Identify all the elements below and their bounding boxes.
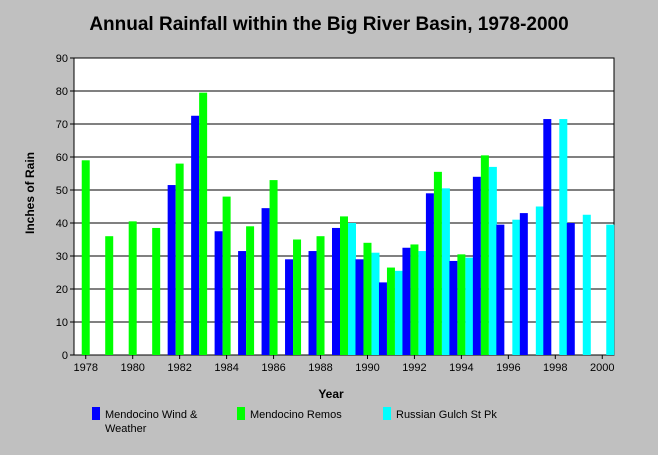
bar	[402, 247, 411, 355]
x-tick-label: 1982	[167, 362, 191, 374]
bar	[105, 236, 114, 355]
bar	[191, 115, 200, 355]
y-axis-title: Inches of Rain	[23, 152, 37, 234]
chart-title: Annual Rainfall within the Big River Bas…	[89, 14, 568, 35]
y-tick-label: 20	[56, 284, 68, 296]
bar	[410, 244, 419, 355]
bar	[559, 119, 568, 355]
bar	[457, 254, 466, 355]
bar	[488, 166, 497, 355]
x-tick-label: 1988	[308, 362, 332, 374]
bar	[519, 213, 528, 355]
y-tick-label: 10	[56, 317, 68, 329]
x-tick-label: 1980	[120, 362, 144, 374]
bar	[512, 219, 521, 355]
legend-label: Russian Gulch St Pk	[396, 409, 497, 421]
legend-swatch	[92, 407, 100, 420]
bar	[433, 171, 442, 355]
bar	[480, 155, 489, 355]
bar	[285, 259, 294, 355]
y-axis-ticks: 0 10 20 30 40 50 60 70 80 90	[56, 53, 74, 362]
bar	[214, 231, 223, 355]
bar	[222, 196, 231, 355]
bar	[582, 214, 591, 355]
y-tick-label: 50	[56, 185, 68, 197]
bar	[371, 252, 380, 355]
y-tick-label: 90	[56, 53, 68, 65]
bar	[378, 282, 387, 355]
bar	[441, 188, 450, 355]
bar	[363, 242, 372, 355]
bar	[543, 119, 552, 355]
bar	[246, 226, 255, 355]
bar	[496, 224, 505, 355]
legend-swatch	[383, 407, 391, 420]
x-tick-label: 1992	[402, 362, 426, 374]
legend-label: Mendocino Remos	[250, 409, 342, 421]
bar	[152, 227, 161, 355]
x-tick-label: 1990	[355, 362, 379, 374]
y-tick-label: 30	[56, 251, 68, 263]
x-tick-label: 1996	[496, 362, 520, 374]
x-tick-label: 1994	[449, 362, 473, 374]
bar	[348, 223, 356, 355]
bar	[293, 239, 302, 355]
bar	[199, 92, 208, 356]
x-axis-title: Year	[318, 387, 344, 401]
y-tick-label: 70	[56, 119, 68, 131]
bar	[316, 236, 325, 355]
bar	[465, 257, 474, 355]
bar	[355, 259, 364, 355]
bar	[332, 227, 340, 355]
x-tick-label: 1984	[214, 362, 238, 374]
bar	[418, 251, 427, 355]
bar	[606, 224, 615, 355]
bar	[269, 180, 278, 355]
x-tick-label: 2000	[590, 362, 614, 374]
bar	[81, 160, 90, 355]
bar	[128, 221, 137, 355]
x-tick-label: 1978	[73, 362, 97, 374]
bar	[566, 223, 575, 355]
bar	[340, 216, 348, 355]
bar	[167, 185, 176, 355]
y-tick-label: 80	[56, 86, 68, 98]
bar	[425, 193, 434, 355]
y-tick-label: 60	[56, 152, 68, 164]
bar	[308, 251, 317, 355]
x-axis-ticks: 1978 1980 1982 1984 1986 1988 1990 1992 1994 1996…	[73, 355, 615, 374]
bar	[535, 206, 544, 355]
bar	[261, 208, 270, 355]
bar	[394, 270, 403, 355]
x-tick-label: 1986	[261, 362, 285, 374]
bar	[238, 251, 247, 355]
y-tick-label: 40	[56, 218, 68, 230]
bar	[472, 176, 481, 355]
bars	[81, 92, 615, 356]
legend: Mendocino Wind & Weather Mendocino Remos Ru…	[92, 407, 497, 435]
bar	[386, 267, 395, 355]
y-tick-label: 0	[62, 350, 68, 362]
legend-swatch	[237, 407, 245, 420]
bar	[175, 163, 184, 355]
legend-label: Mendocino Wind & Weather	[105, 409, 198, 435]
bar	[449, 260, 458, 355]
x-tick-label: 1998	[543, 362, 567, 374]
